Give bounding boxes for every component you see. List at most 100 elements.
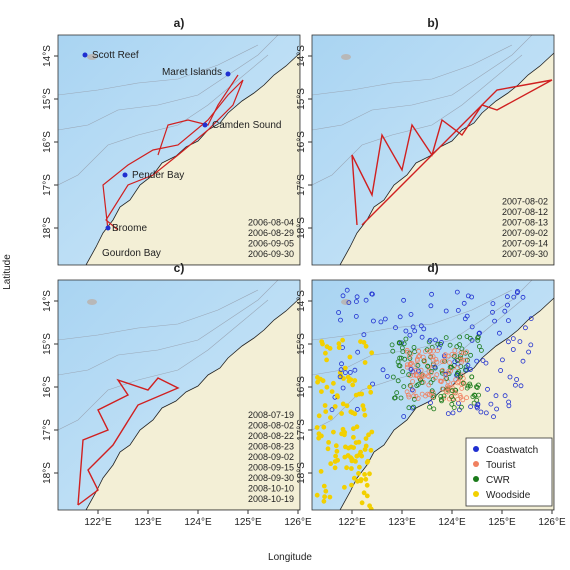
y-tick-label: 15°S — [42, 333, 53, 355]
date-label: 2008-10-19 — [248, 494, 294, 504]
sighting-point — [426, 382, 432, 388]
sighting-point — [454, 358, 460, 363]
sighting-point — [340, 401, 346, 407]
sighting-point — [353, 440, 359, 446]
sighting-point — [344, 287, 350, 293]
sighting-point — [347, 354, 353, 360]
sighting-point — [368, 389, 374, 395]
sighting-point — [403, 336, 409, 342]
sighting-point — [411, 388, 417, 394]
legend-label: Coastwatch — [486, 445, 538, 456]
sighting-point — [421, 326, 427, 332]
legend-label: Tourist — [486, 460, 516, 471]
x-axis-label: Longitude — [268, 552, 312, 563]
place-label: Broome — [112, 223, 147, 234]
sighting-point — [455, 307, 461, 313]
sighting-point — [478, 409, 484, 415]
legend-label: Woodside — [486, 490, 531, 501]
panel-frame — [57, 34, 301, 266]
map-area — [312, 35, 554, 265]
sighting-point — [361, 340, 367, 345]
sighting-point — [405, 349, 410, 355]
sighting-point — [355, 349, 361, 355]
sighting-point — [369, 429, 375, 435]
sighting-point — [320, 341, 325, 347]
sighting-point — [418, 377, 423, 383]
sighting-point — [315, 379, 320, 385]
sighting-point — [490, 309, 495, 315]
sighting-point — [425, 373, 431, 379]
bathymetry-contour — [58, 54, 269, 186]
sighting-point — [410, 379, 415, 384]
sighting-point — [502, 393, 508, 399]
sighting-point — [438, 342, 443, 347]
sighting-point — [514, 377, 520, 382]
sighting-point — [450, 380, 456, 386]
sighting-point — [419, 391, 425, 397]
y-tick-label: 15°S — [296, 333, 307, 355]
map-panel: 14°S 15°S 16°S 17°S 18°S 122°E 123°E 124°E 125°E… — [296, 279, 566, 528]
place-marker — [202, 122, 208, 128]
sighting-point — [346, 300, 352, 306]
sighting-point — [364, 493, 370, 499]
y-tick-label: 17°S — [42, 419, 53, 441]
sighting-point — [404, 389, 410, 395]
sighting-point — [339, 411, 345, 416]
sighting-point — [332, 459, 338, 464]
place-marker — [122, 172, 128, 178]
map-area — [312, 280, 554, 510]
sighting-point — [400, 369, 406, 375]
sighting-point — [455, 397, 461, 402]
sighting-point — [411, 393, 416, 399]
track — [157, 74, 239, 156]
sighting-point — [351, 426, 356, 432]
sighting-point — [490, 301, 496, 307]
sighting-point — [409, 387, 415, 393]
sighting-point — [443, 389, 449, 395]
sighting-point — [401, 341, 407, 347]
sighting-point — [505, 339, 511, 345]
sighting-point — [323, 488, 329, 494]
sighting-point — [322, 494, 328, 500]
y-tick-label: 14°S — [42, 45, 53, 67]
sighting-point — [333, 453, 339, 459]
sighting-point — [408, 312, 414, 317]
sighting-point — [464, 334, 470, 339]
y-tick-label: 18°S — [296, 462, 307, 484]
sighting-point — [406, 372, 412, 378]
sighting-point — [464, 357, 470, 363]
sighting-point — [339, 361, 344, 367]
sighting-point — [357, 464, 362, 470]
sighting-point — [367, 384, 372, 390]
sighting-point — [354, 294, 360, 300]
sighting-point — [468, 404, 474, 410]
sighting-point — [343, 370, 348, 375]
sighting-point — [467, 381, 473, 387]
date-label: 2006-09-30 — [248, 249, 294, 259]
place-label: Camden Sound — [212, 120, 282, 131]
date-label: 2006-08-29 — [248, 228, 294, 238]
sighting-point — [517, 339, 523, 344]
place-label: Scott Reef — [92, 50, 139, 61]
map-area — [58, 35, 300, 265]
sighting-point — [475, 402, 481, 408]
sighting-point — [494, 406, 500, 412]
panel-title: c) — [174, 261, 185, 275]
land — [339, 52, 554, 265]
sighting-point — [452, 348, 458, 353]
sighting-point — [399, 345, 405, 351]
sighting-point — [328, 461, 334, 467]
sighting-point — [407, 350, 413, 356]
sighting-point — [428, 348, 433, 353]
sighting-point — [322, 403, 328, 408]
sighting-point — [443, 335, 449, 340]
sighting-point — [353, 314, 359, 319]
bathymetry-contour — [312, 54, 523, 186]
sighting-point — [398, 395, 404, 401]
sighting-point — [418, 367, 424, 373]
sighting-point — [464, 367, 470, 373]
sighting-point — [336, 310, 342, 315]
sighting-point — [342, 484, 347, 490]
sighting-point — [463, 357, 469, 363]
place-marker — [105, 225, 111, 231]
